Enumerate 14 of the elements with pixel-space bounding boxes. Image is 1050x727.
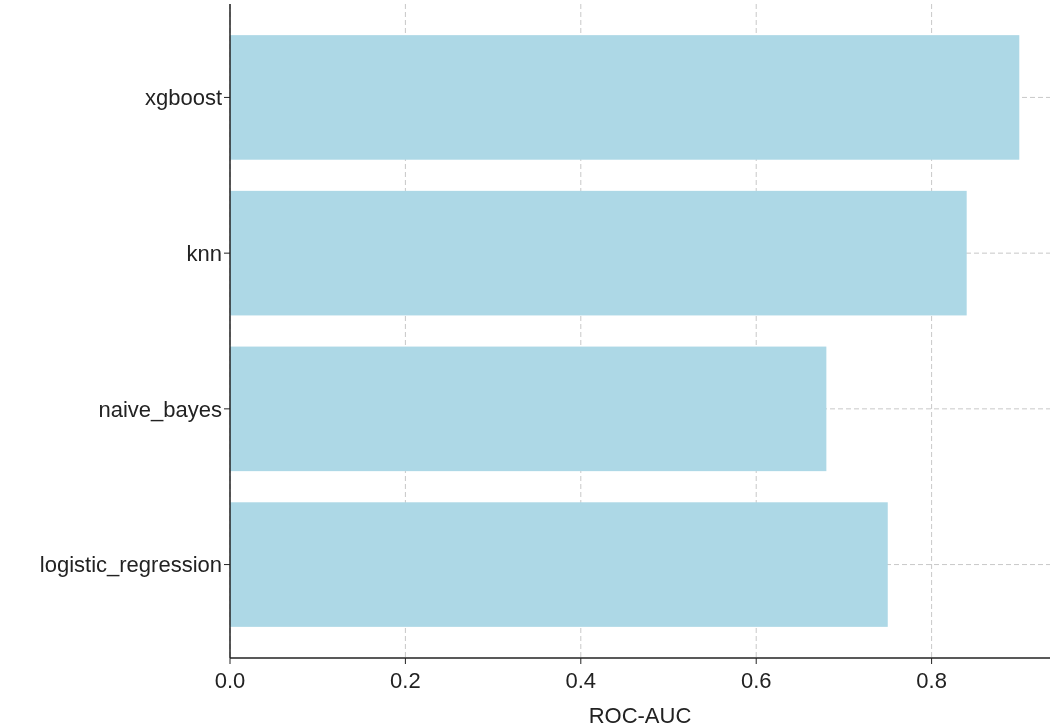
bar <box>230 35 1020 160</box>
bar <box>230 190 967 316</box>
y-tick-label: logistic_regression <box>39 552 222 578</box>
x-tick-label: 0.6 <box>740 668 772 693</box>
x-tick-label: 0.4 <box>565 668 597 693</box>
bar <box>230 502 888 627</box>
x-tick-label: 0.0 <box>214 668 246 693</box>
x-tick-label: 0.2 <box>390 668 421 693</box>
bar <box>230 346 827 472</box>
x-axis-title: ROC-AUC <box>588 703 692 727</box>
y-tick-label: knn <box>186 240 222 266</box>
y-tick-label: naive_bayes <box>98 396 222 422</box>
y-tick-label: xgboost <box>144 85 222 111</box>
x-tick-label: 0.8 <box>916 668 947 693</box>
